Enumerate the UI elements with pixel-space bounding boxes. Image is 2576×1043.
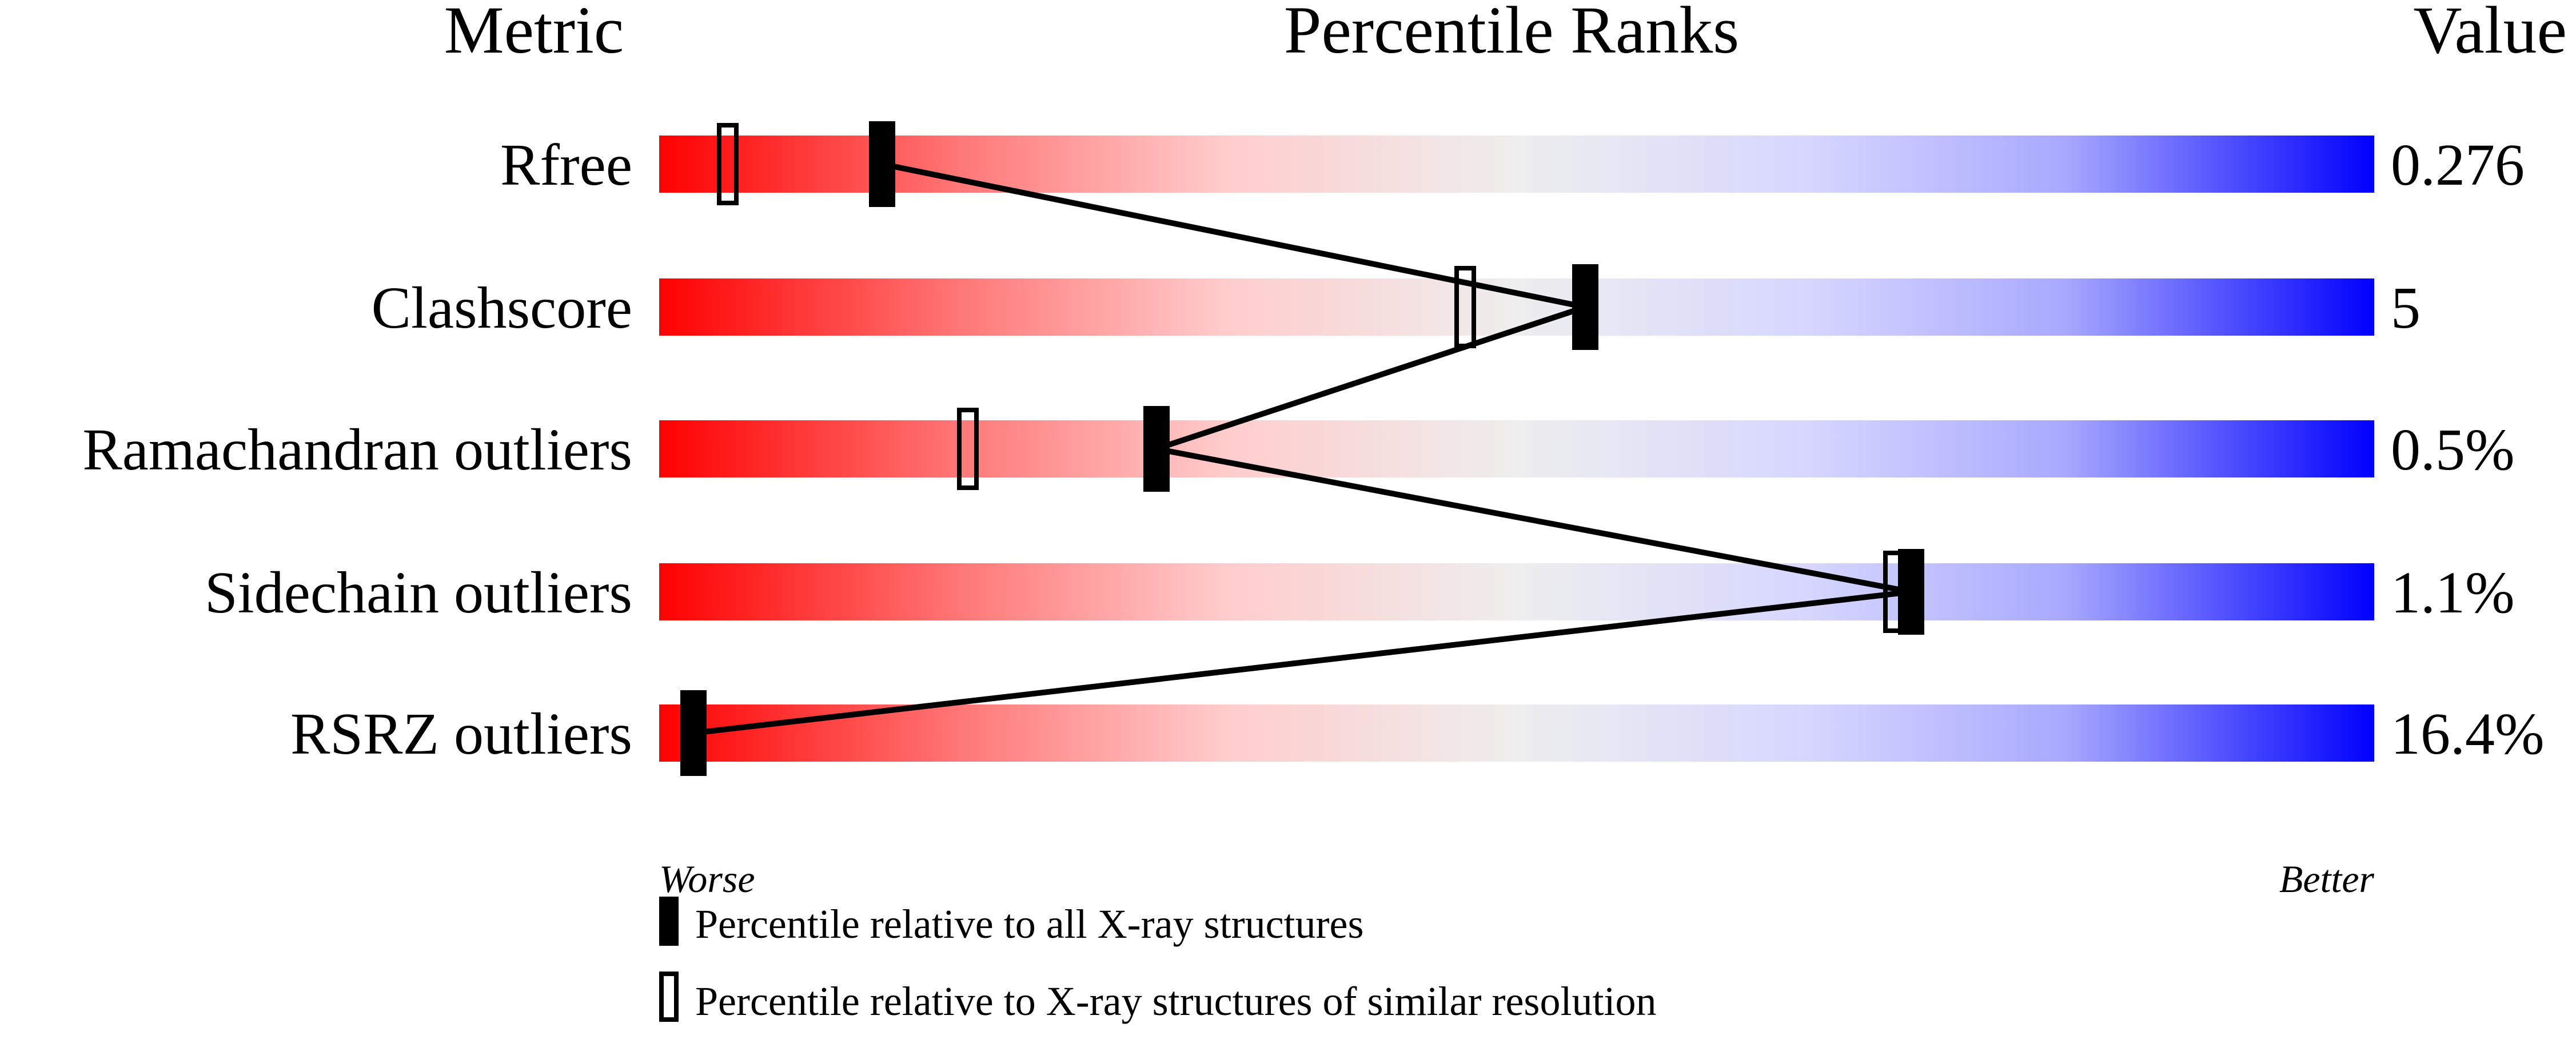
legend-similar-label: Percentile relative to X-ray structures … (695, 978, 1656, 1024)
marker-all-structures (1898, 549, 1924, 635)
legend-filled-marker (659, 897, 679, 946)
marker-all-structures (1572, 264, 1598, 350)
better-label: Better (2279, 857, 2375, 901)
worse-label: Worse (659, 857, 755, 901)
header-percentile-ranks: Percentile Ranks (1284, 0, 1739, 67)
metric-value: 0.5% (2391, 417, 2515, 483)
percentile-bar (659, 136, 2374, 193)
marker-similar-resolution (717, 123, 739, 205)
percentile-bar (659, 278, 2374, 336)
header-metric: Metric (444, 0, 624, 67)
metric-value: 16.4% (2391, 701, 2545, 767)
marker-similar-resolution (957, 408, 979, 490)
metric-value: 5 (2391, 275, 2421, 341)
percentile-bar (659, 420, 2374, 477)
percentile-bar (659, 704, 2374, 762)
metric-label: Ramachandran outliers (82, 417, 632, 483)
percentile-bar (659, 563, 2374, 620)
metric-value: 1.1% (2391, 560, 2515, 626)
metric-label: RSRZ outliers (290, 701, 632, 767)
metric-label: Rfree (500, 132, 632, 198)
legend-all-label: Percentile relative to all X-ray structu… (695, 901, 1364, 947)
legend-open-marker (659, 972, 679, 1022)
marker-all-structures (869, 121, 895, 207)
marker-all-structures (1143, 406, 1170, 492)
header-value: Value (2413, 0, 2567, 67)
metric-label: Sidechain outliers (205, 560, 632, 626)
marker-all-structures (680, 690, 707, 776)
metric-value: 0.276 (2391, 132, 2525, 198)
metric-label: Clashscore (372, 275, 632, 341)
